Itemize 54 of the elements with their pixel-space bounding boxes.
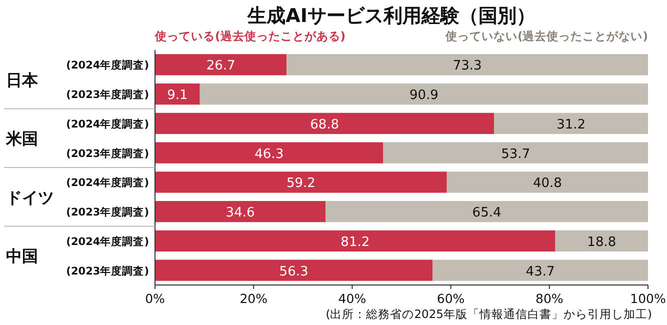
bar bbox=[494, 112, 648, 134]
bar bbox=[155, 83, 200, 105]
data-label: 65.4 bbox=[472, 206, 502, 221]
y-tick-label: (2024年度調査) bbox=[66, 176, 149, 190]
bar bbox=[326, 200, 648, 222]
bar bbox=[155, 112, 494, 134]
text: ドイツ bbox=[6, 188, 54, 207]
data-label: 46.3 bbox=[254, 146, 284, 162]
x-tick-label: 20% bbox=[240, 291, 268, 306]
data-label: 68.8 bbox=[310, 117, 340, 132]
data-label: 81.2 bbox=[340, 234, 370, 250]
x-tick-label: 80% bbox=[536, 291, 564, 306]
text: (出所：総務省の2025年版「情報通信白書」から引用し加工) bbox=[326, 307, 652, 321]
bar bbox=[555, 230, 648, 252]
x-tick-label: 100% bbox=[630, 291, 666, 306]
text: 米国 bbox=[5, 129, 38, 148]
x-tick-label: 60% bbox=[436, 291, 465, 306]
y-tick-label: (2024年度調査) bbox=[66, 58, 149, 72]
y-tick-label: (2023年度調査) bbox=[66, 88, 149, 102]
data-label: 31.2 bbox=[556, 117, 586, 132]
y-tick-label: (2023年度調査) bbox=[66, 146, 149, 160]
data-label: 18.8 bbox=[587, 234, 616, 250]
bar bbox=[432, 260, 648, 281]
bar bbox=[446, 172, 648, 193]
data-label: 26.7 bbox=[206, 58, 236, 74]
data-label: 56.3 bbox=[279, 264, 308, 280]
y-tick-label: (2023年度調査) bbox=[66, 264, 149, 278]
x-tick-label: 0% bbox=[145, 291, 166, 306]
series-label: 使っていない(過去使ったことがない) bbox=[444, 29, 648, 43]
data-label: 73.3 bbox=[452, 58, 482, 74]
bar bbox=[155, 54, 287, 76]
bar bbox=[155, 260, 433, 281]
bar bbox=[383, 142, 648, 164]
y-tick-label: (2023年度調査) bbox=[66, 206, 149, 219]
bar bbox=[286, 54, 648, 76]
data-label: 43.7 bbox=[526, 264, 555, 280]
x-tick-label: 40% bbox=[338, 291, 366, 306]
data-label: 9.1 bbox=[167, 88, 188, 104]
text: 日本 bbox=[6, 70, 39, 90]
bar bbox=[155, 200, 326, 222]
text: 中国 bbox=[6, 246, 38, 266]
y-tick-label: (2024年度調査) bbox=[66, 117, 149, 130]
data-label: 34.6 bbox=[226, 206, 255, 221]
data-label: 40.8 bbox=[532, 176, 562, 192]
bar bbox=[155, 142, 384, 164]
data-label: 53.7 bbox=[501, 146, 530, 162]
data-label: 90.9 bbox=[409, 88, 438, 104]
y-tick-label: (2024年度調査) bbox=[66, 234, 149, 248]
data-label: 59.2 bbox=[286, 176, 316, 192]
bar bbox=[155, 172, 447, 193]
chart-title: 生成AIサービス利用経験（国別） bbox=[246, 5, 536, 27]
bar bbox=[200, 83, 648, 105]
series-label: 使っている(過去使ったことがある) bbox=[154, 29, 346, 43]
bar bbox=[155, 230, 556, 252]
